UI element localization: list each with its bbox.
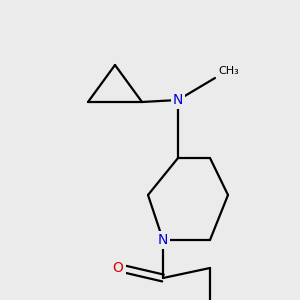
Text: N: N <box>158 233 168 247</box>
Text: N: N <box>173 93 183 107</box>
Text: CH₃: CH₃ <box>218 66 239 76</box>
Text: O: O <box>112 261 123 275</box>
